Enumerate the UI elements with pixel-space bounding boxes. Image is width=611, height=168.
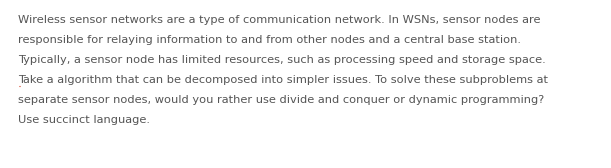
Text: Use succinct language.: Use succinct language. xyxy=(18,115,150,125)
Text: Take a algorithm that can be decomposed into simpler issues. To solve these subp: Take a algorithm that can be decomposed … xyxy=(18,75,548,85)
Text: responsible for relaying information to and from other nodes and a central base : responsible for relaying information to … xyxy=(18,35,521,45)
Text: Typically, a sensor node has limited resources, such as processing speed and sto: Typically, a sensor node has limited res… xyxy=(18,55,546,65)
Text: Wireless sensor networks are a type of communication network. In WSNs, sensor no: Wireless sensor networks are a type of c… xyxy=(18,15,541,25)
Text: separate sensor nodes, would you rather use divide and conquer or dynamic progra: separate sensor nodes, would you rather … xyxy=(18,95,544,105)
